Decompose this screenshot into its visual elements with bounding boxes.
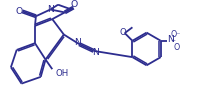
Text: N: N xyxy=(167,35,174,44)
Text: +: + xyxy=(171,38,176,43)
Text: O⁻: O⁻ xyxy=(171,30,181,39)
Text: O: O xyxy=(71,0,78,9)
Text: N: N xyxy=(74,38,81,47)
Text: O: O xyxy=(119,28,126,37)
Text: N: N xyxy=(92,48,99,57)
Text: O: O xyxy=(173,43,179,52)
Text: N: N xyxy=(47,5,54,14)
Text: O: O xyxy=(16,7,23,16)
Text: OH: OH xyxy=(55,69,69,78)
